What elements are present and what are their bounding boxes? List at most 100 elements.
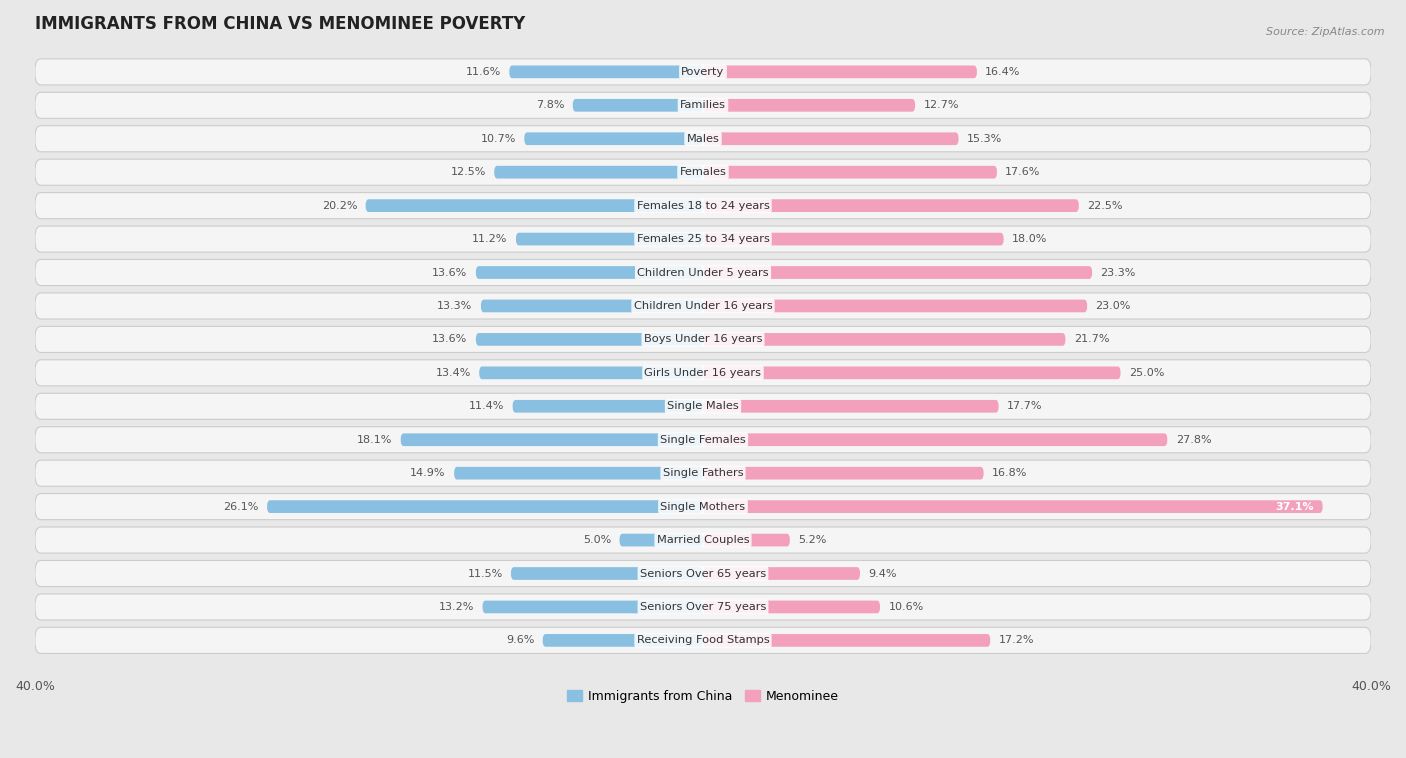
Text: Boys Under 16 years: Boys Under 16 years bbox=[644, 334, 762, 344]
Text: 11.6%: 11.6% bbox=[465, 67, 501, 77]
FancyBboxPatch shape bbox=[516, 233, 703, 246]
Text: Girls Under 16 years: Girls Under 16 years bbox=[644, 368, 762, 377]
FancyBboxPatch shape bbox=[366, 199, 703, 212]
Text: 9.4%: 9.4% bbox=[869, 568, 897, 578]
FancyBboxPatch shape bbox=[620, 534, 703, 547]
FancyBboxPatch shape bbox=[35, 193, 1371, 218]
Text: 23.3%: 23.3% bbox=[1101, 268, 1136, 277]
FancyBboxPatch shape bbox=[703, 567, 860, 580]
Text: 11.4%: 11.4% bbox=[468, 401, 505, 412]
Text: 12.5%: 12.5% bbox=[450, 168, 486, 177]
Text: 25.0%: 25.0% bbox=[1129, 368, 1164, 377]
Text: Females 18 to 24 years: Females 18 to 24 years bbox=[637, 201, 769, 211]
FancyBboxPatch shape bbox=[703, 434, 1167, 446]
Text: 11.5%: 11.5% bbox=[467, 568, 502, 578]
Text: 17.7%: 17.7% bbox=[1007, 401, 1042, 412]
FancyBboxPatch shape bbox=[35, 126, 1371, 152]
Text: 13.3%: 13.3% bbox=[437, 301, 472, 311]
FancyBboxPatch shape bbox=[703, 166, 997, 179]
FancyBboxPatch shape bbox=[513, 400, 703, 412]
Text: Married Couples: Married Couples bbox=[657, 535, 749, 545]
FancyBboxPatch shape bbox=[35, 460, 1371, 486]
Text: IMMIGRANTS FROM CHINA VS MENOMINEE POVERTY: IMMIGRANTS FROM CHINA VS MENOMINEE POVER… bbox=[35, 15, 526, 33]
FancyBboxPatch shape bbox=[35, 259, 1371, 286]
Legend: Immigrants from China, Menominee: Immigrants from China, Menominee bbox=[562, 684, 844, 708]
Text: 9.6%: 9.6% bbox=[506, 635, 534, 645]
Text: Source: ZipAtlas.com: Source: ZipAtlas.com bbox=[1267, 27, 1385, 36]
Text: Single Males: Single Males bbox=[666, 401, 740, 412]
FancyBboxPatch shape bbox=[703, 99, 915, 111]
Text: 23.0%: 23.0% bbox=[1095, 301, 1130, 311]
FancyBboxPatch shape bbox=[35, 594, 1371, 620]
Text: Single Mothers: Single Mothers bbox=[661, 502, 745, 512]
Text: Single Fathers: Single Fathers bbox=[662, 468, 744, 478]
FancyBboxPatch shape bbox=[703, 400, 998, 412]
FancyBboxPatch shape bbox=[524, 133, 703, 145]
FancyBboxPatch shape bbox=[267, 500, 703, 513]
Text: 13.2%: 13.2% bbox=[439, 602, 474, 612]
Text: Single Females: Single Females bbox=[661, 435, 745, 445]
FancyBboxPatch shape bbox=[703, 634, 990, 647]
Text: Females: Females bbox=[679, 168, 727, 177]
FancyBboxPatch shape bbox=[703, 199, 1078, 212]
Text: 18.0%: 18.0% bbox=[1012, 234, 1047, 244]
FancyBboxPatch shape bbox=[509, 65, 703, 78]
Text: Receiving Food Stamps: Receiving Food Stamps bbox=[637, 635, 769, 645]
Text: 37.1%: 37.1% bbox=[1275, 502, 1315, 512]
FancyBboxPatch shape bbox=[35, 628, 1371, 653]
FancyBboxPatch shape bbox=[703, 266, 1092, 279]
FancyBboxPatch shape bbox=[35, 560, 1371, 587]
FancyBboxPatch shape bbox=[35, 360, 1371, 386]
Text: Seniors Over 75 years: Seniors Over 75 years bbox=[640, 602, 766, 612]
Text: Families: Families bbox=[681, 100, 725, 111]
Text: Children Under 5 years: Children Under 5 years bbox=[637, 268, 769, 277]
FancyBboxPatch shape bbox=[401, 434, 703, 446]
Text: Seniors Over 65 years: Seniors Over 65 years bbox=[640, 568, 766, 578]
FancyBboxPatch shape bbox=[35, 427, 1371, 453]
Text: 10.6%: 10.6% bbox=[889, 602, 924, 612]
FancyBboxPatch shape bbox=[703, 333, 1066, 346]
Text: 21.7%: 21.7% bbox=[1074, 334, 1109, 344]
Text: Males: Males bbox=[686, 133, 720, 144]
Text: 11.2%: 11.2% bbox=[472, 234, 508, 244]
Text: 20.2%: 20.2% bbox=[322, 201, 357, 211]
FancyBboxPatch shape bbox=[703, 600, 880, 613]
FancyBboxPatch shape bbox=[482, 600, 703, 613]
Text: 7.8%: 7.8% bbox=[536, 100, 564, 111]
FancyBboxPatch shape bbox=[35, 327, 1371, 352]
Text: 13.6%: 13.6% bbox=[432, 268, 468, 277]
Text: 16.8%: 16.8% bbox=[993, 468, 1028, 478]
FancyBboxPatch shape bbox=[35, 393, 1371, 419]
FancyBboxPatch shape bbox=[35, 293, 1371, 319]
Text: 27.8%: 27.8% bbox=[1175, 435, 1212, 445]
FancyBboxPatch shape bbox=[703, 534, 790, 547]
Text: 17.2%: 17.2% bbox=[998, 635, 1035, 645]
FancyBboxPatch shape bbox=[35, 493, 1371, 520]
Text: 18.1%: 18.1% bbox=[357, 435, 392, 445]
Text: 12.7%: 12.7% bbox=[924, 100, 959, 111]
Text: 13.6%: 13.6% bbox=[432, 334, 468, 344]
FancyBboxPatch shape bbox=[479, 366, 703, 379]
Text: 17.6%: 17.6% bbox=[1005, 168, 1040, 177]
FancyBboxPatch shape bbox=[475, 266, 703, 279]
FancyBboxPatch shape bbox=[703, 467, 984, 480]
FancyBboxPatch shape bbox=[35, 527, 1371, 553]
FancyBboxPatch shape bbox=[495, 166, 703, 179]
FancyBboxPatch shape bbox=[510, 567, 703, 580]
FancyBboxPatch shape bbox=[703, 500, 1323, 513]
FancyBboxPatch shape bbox=[703, 299, 1087, 312]
Text: Children Under 16 years: Children Under 16 years bbox=[634, 301, 772, 311]
FancyBboxPatch shape bbox=[703, 233, 1004, 246]
Text: 5.0%: 5.0% bbox=[583, 535, 612, 545]
FancyBboxPatch shape bbox=[35, 59, 1371, 85]
FancyBboxPatch shape bbox=[35, 92, 1371, 118]
FancyBboxPatch shape bbox=[481, 299, 703, 312]
FancyBboxPatch shape bbox=[703, 65, 977, 78]
Text: 26.1%: 26.1% bbox=[224, 502, 259, 512]
Text: 5.2%: 5.2% bbox=[799, 535, 827, 545]
FancyBboxPatch shape bbox=[703, 133, 959, 145]
Text: Poverty: Poverty bbox=[682, 67, 724, 77]
FancyBboxPatch shape bbox=[454, 467, 703, 480]
Text: 14.9%: 14.9% bbox=[411, 468, 446, 478]
FancyBboxPatch shape bbox=[543, 634, 703, 647]
